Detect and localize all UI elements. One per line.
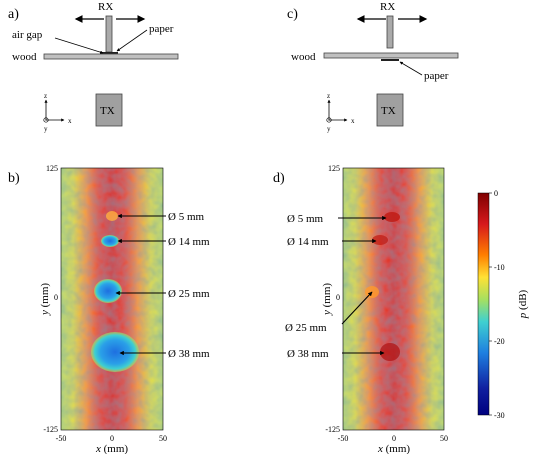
ytick: 125 (46, 164, 58, 173)
ytick: 125 (328, 164, 340, 173)
panel-d-label: d) (273, 171, 285, 186)
colorbar-tick: -10 (494, 263, 505, 272)
wood-board (43, 53, 179, 60)
tx-antenna (376, 93, 404, 127)
svg-text:y: y (44, 125, 48, 133)
annotation-14mm: Ø 14 mm (287, 236, 329, 248)
air-gap-arrow (54, 37, 104, 54)
ytick: 0 (54, 293, 58, 302)
annotation-25mm: Ø 25 mm (285, 322, 327, 334)
x-axis-label: x (mm) (377, 443, 410, 454)
panel-a: a) RX air gap paper wood TX z y x (8, 1, 179, 133)
colorbar-tick: -20 (494, 337, 505, 346)
annotation-5mm: Ø 5 mm (287, 213, 324, 225)
svg-text:z: z (327, 92, 330, 100)
xtick: -50 (56, 434, 67, 443)
panel-a-label: a) (8, 7, 19, 22)
xtick: 0 (110, 434, 114, 443)
hole-25mm (94, 279, 122, 303)
heatmap-b (60, 167, 164, 431)
annotation-38mm: Ø 38 mm (168, 348, 210, 360)
annotation-25mm: Ø 25 mm (168, 288, 210, 300)
rx-label: RX (380, 1, 395, 13)
paper-label: paper (149, 23, 174, 35)
svg-text:x: x (351, 117, 355, 125)
hole-14mm (101, 235, 119, 247)
annotation-38mm: Ø 38 mm (287, 348, 329, 360)
tx-antenna (95, 93, 123, 127)
air-gap-label: air gap (12, 29, 43, 41)
annotation-14mm: Ø 14 mm (168, 236, 210, 248)
coordinate-axes-icon: z y x (326, 92, 355, 133)
paper-label: paper (424, 70, 449, 82)
ytick: 0 (336, 293, 340, 302)
paper-strip (381, 59, 399, 61)
wood-board (323, 52, 459, 59)
panel-c-label: c) (287, 7, 298, 22)
colorbar-gradient (477, 192, 490, 416)
ytick: -125 (325, 425, 340, 434)
panel-b: b) 125 0 -125 -50 0 50 x (mm) y (mm) Ø 5… (8, 164, 210, 454)
ytick: -125 (43, 425, 58, 434)
panel-b-label: b) (8, 171, 20, 186)
hole-14mm (372, 235, 388, 245)
paper-arrow (116, 29, 148, 52)
y-axis-label: y (mm) (321, 283, 333, 316)
y-axis-label: y (mm) (39, 283, 51, 316)
tx-label: TX (381, 105, 396, 117)
heatmap-d (342, 167, 445, 431)
paper-strip (100, 52, 118, 54)
svg-text:x: x (68, 117, 72, 125)
wood-label: wood (12, 51, 37, 63)
rx-antenna (105, 15, 113, 53)
panel-d: d) 125 0 -125 -50 0 50 x (mm) y (mm) Ø 5… (273, 164, 448, 454)
rx-antenna (386, 15, 394, 49)
colorbar-tick: 0 (494, 189, 498, 198)
coordinate-axes-icon: z y x (43, 92, 72, 133)
svg-text:z: z (44, 92, 47, 100)
x-axis-label: x (mm) (95, 443, 128, 454)
hole-38mm (380, 343, 400, 361)
xtick: -50 (338, 434, 349, 443)
colorbar: 0 -10 -20 -30 p (dB) (477, 189, 529, 420)
paper-arrow (399, 61, 423, 76)
rx-label: RX (98, 1, 113, 13)
hole-5mm (384, 212, 400, 222)
svg-text:y: y (327, 125, 331, 133)
hole-annotations: Ø 5 mm Ø 14 mm Ø 25 mm Ø 38 mm (285, 213, 387, 360)
hole-38mm (91, 332, 139, 372)
annotation-5mm: Ø 5 mm (168, 211, 205, 223)
hole-5mm (106, 211, 118, 221)
hole-annotations: Ø 5 mm Ø 14 mm Ø 25 mm Ø 38 mm (115, 211, 210, 360)
colorbar-label: p (dB) (517, 289, 529, 319)
colorbar-tick: -30 (494, 411, 505, 420)
tx-label: TX (100, 105, 115, 117)
wood-label: wood (291, 51, 316, 63)
xtick: 50 (440, 434, 448, 443)
xtick: 0 (392, 434, 396, 443)
xtick: 50 (159, 434, 167, 443)
panel-c: c) RX wood paper TX z y x (287, 1, 459, 133)
